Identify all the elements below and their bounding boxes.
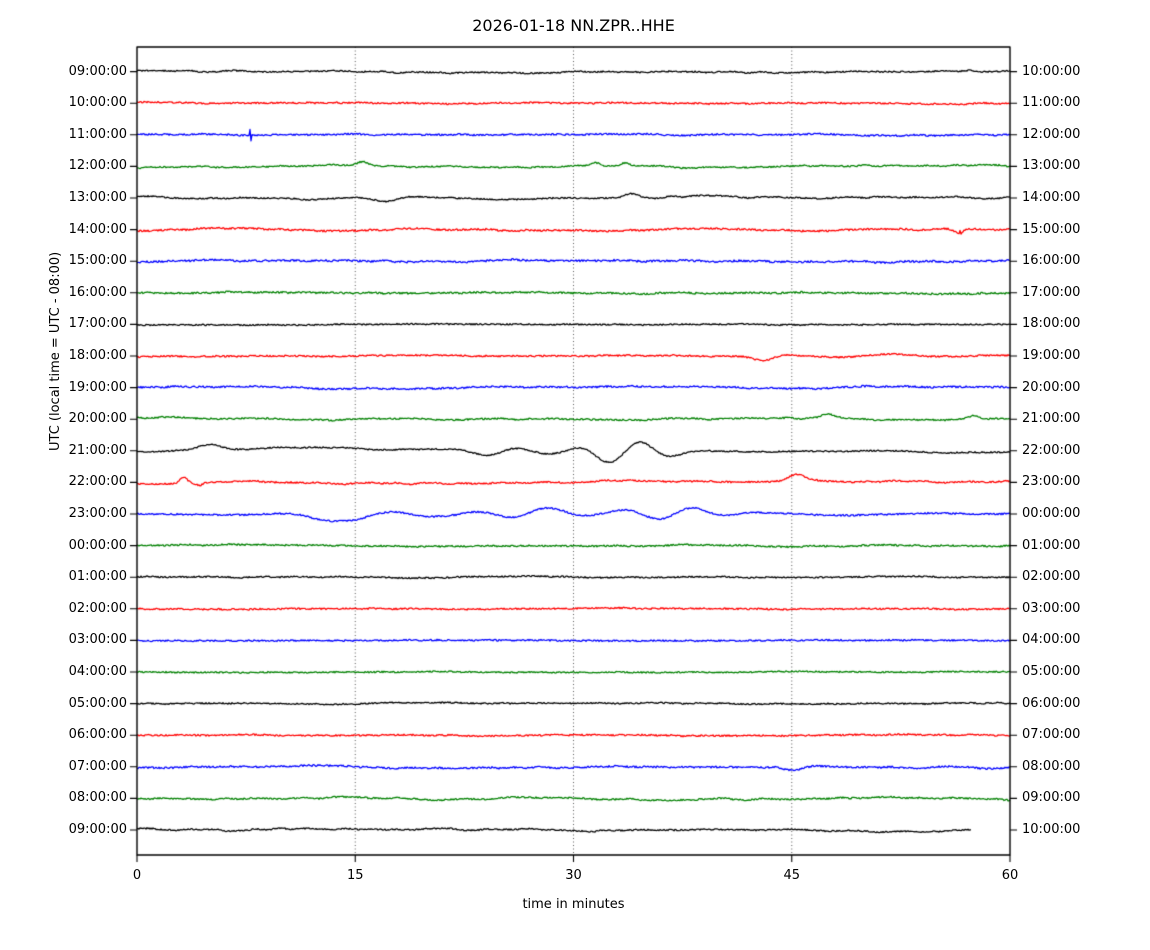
right-time-label: 03:00:00	[1022, 600, 1081, 616]
left-time-label: 17:00:00	[68, 316, 127, 332]
right-time-label: 12:00:00	[1022, 126, 1081, 142]
right-time-label: 14:00:00	[1022, 190, 1081, 205]
right-time-label: 19:00:00	[1022, 348, 1081, 363]
left-time-label: 07:00:00	[68, 758, 127, 774]
left-time-label: 20:00:00	[68, 411, 127, 427]
left-time-label: 11:00:00	[68, 126, 127, 142]
left-time-label: 15:00:00	[68, 253, 127, 269]
left-time-label: 01:00:00	[68, 569, 127, 585]
right-time-label: 13:00:00	[1022, 158, 1081, 174]
x-tick-label: 60	[1001, 868, 1019, 883]
right-time-label: 07:00:00	[1022, 727, 1081, 743]
right-time-label: 20:00:00	[1022, 379, 1081, 395]
right-time-label: 18:00:00	[1022, 316, 1081, 332]
left-time-label: 08:00:00	[68, 790, 127, 806]
right-time-label: 10:00:00	[1022, 822, 1081, 837]
left-time-label: 05:00:00	[68, 695, 127, 711]
x-tick-label: 30	[565, 868, 582, 883]
right-time-label: 04:00:00	[1022, 632, 1081, 648]
left-time-label: 13:00:00	[68, 190, 127, 205]
left-time-label: 03:00:00	[68, 632, 127, 648]
right-time-label: 11:00:00	[1022, 95, 1081, 111]
left-time-label: 21:00:00	[68, 442, 127, 458]
left-time-label: 12:00:00	[68, 158, 127, 174]
left-time-label: 23:00:00	[68, 506, 127, 521]
right-time-label: 08:00:00	[1022, 758, 1081, 774]
right-time-label: 21:00:00	[1022, 411, 1081, 427]
right-time-label: 06:00:00	[1022, 695, 1081, 711]
right-time-label: 09:00:00	[1022, 790, 1081, 806]
x-tick-label: 45	[783, 868, 801, 883]
left-time-label: 22:00:00	[68, 474, 127, 490]
left-time-label: 18:00:00	[68, 348, 127, 363]
x-axis-label: time in minutes	[522, 897, 625, 912]
chart-title: 2026-01-18 NN.ZPR..HHE	[472, 16, 675, 35]
right-time-label: 00:00:00	[1022, 506, 1081, 521]
left-time-label: 10:00:00	[68, 95, 127, 111]
x-tick-label: 15	[346, 868, 364, 883]
left-time-label: 09:00:00	[68, 63, 127, 79]
right-time-label: 01:00:00	[1022, 537, 1081, 553]
left-time-label: 02:00:00	[68, 600, 127, 616]
right-time-label: 17:00:00	[1022, 284, 1081, 300]
right-time-label: 23:00:00	[1022, 474, 1081, 490]
left-time-label: 00:00:00	[68, 537, 127, 553]
left-time-label: 14:00:00	[68, 221, 127, 237]
right-time-label: 05:00:00	[1022, 664, 1081, 679]
left-time-label: 06:00:00	[68, 727, 127, 743]
right-time-label: 16:00:00	[1022, 253, 1081, 269]
left-time-label: 04:00:00	[68, 664, 127, 679]
x-tick-label: 0	[132, 868, 142, 883]
left-time-label: 16:00:00	[68, 284, 127, 300]
left-time-label: 09:00:00	[68, 822, 127, 837]
right-time-label: 02:00:00	[1022, 569, 1081, 585]
right-time-label: 22:00:00	[1022, 442, 1081, 458]
right-time-label: 15:00:00	[1022, 221, 1081, 237]
left-time-label: 19:00:00	[68, 379, 127, 395]
right-time-label: 10:00:00	[1022, 63, 1081, 79]
